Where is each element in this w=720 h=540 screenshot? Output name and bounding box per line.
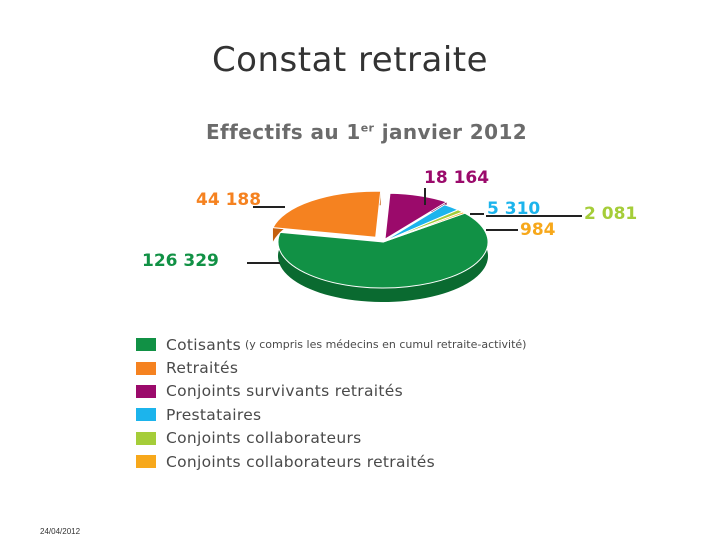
pie-slice-1 <box>277 212 489 289</box>
legend-label: Prestataires <box>166 405 262 424</box>
legend-label: Conjoints survivants retraités <box>166 382 403 401</box>
chart-title-rest: janvier 2012 <box>374 120 528 144</box>
data-label-2: 44 188 <box>196 190 261 210</box>
data-label-6: 984 <box>520 220 556 240</box>
legend-item-4: Prestataires <box>136 403 526 426</box>
slide-date: 24/04/2012 <box>40 527 81 536</box>
legend-swatch <box>136 361 156 375</box>
legend-swatch <box>136 431 156 445</box>
chart-title: Effectifs au 1er janvier 2012 <box>206 120 527 144</box>
legend-swatch <box>136 384 156 398</box>
legend-label: Retraités <box>166 359 239 378</box>
legend-swatch <box>136 408 156 422</box>
legend-label: Conjoints collaborateurs retraités <box>166 452 435 471</box>
legend-swatch <box>136 455 156 469</box>
legend-item-1: Cotisants (y compris les médecins en cumu… <box>136 333 526 356</box>
pie-slice-2 <box>272 190 382 238</box>
data-label-4: 5 310 <box>487 199 540 219</box>
legend: Cotisants (y compris les médecins en cumu… <box>136 333 526 473</box>
pie-slice-3 <box>384 192 448 241</box>
data-label-1: 126 329 <box>142 251 219 271</box>
legend-label: Conjoints collaborateurs <box>166 429 362 448</box>
legend-note: (y compris les médecins en cumul retrait… <box>244 338 527 352</box>
slide-title: Constat retraite <box>211 40 489 80</box>
data-label-5: 2 081 <box>584 204 637 224</box>
pie-slice-6 <box>382 211 467 243</box>
chart-title-superscript: er <box>360 121 375 135</box>
legend-item-2: Retraités <box>136 356 526 379</box>
legend-item-3: Conjoints survivants retraités <box>136 380 526 403</box>
data-label-3: 18 164 <box>424 168 489 188</box>
legend-swatch <box>136 338 156 352</box>
chart-title-main: Effectifs au 1 <box>206 120 361 144</box>
legend-item-6: Conjoints collaborateurs retraités <box>136 450 526 473</box>
legend-item-5: Conjoints collaborateurs <box>136 427 526 450</box>
legend-label: Cotisants <box>166 335 241 354</box>
